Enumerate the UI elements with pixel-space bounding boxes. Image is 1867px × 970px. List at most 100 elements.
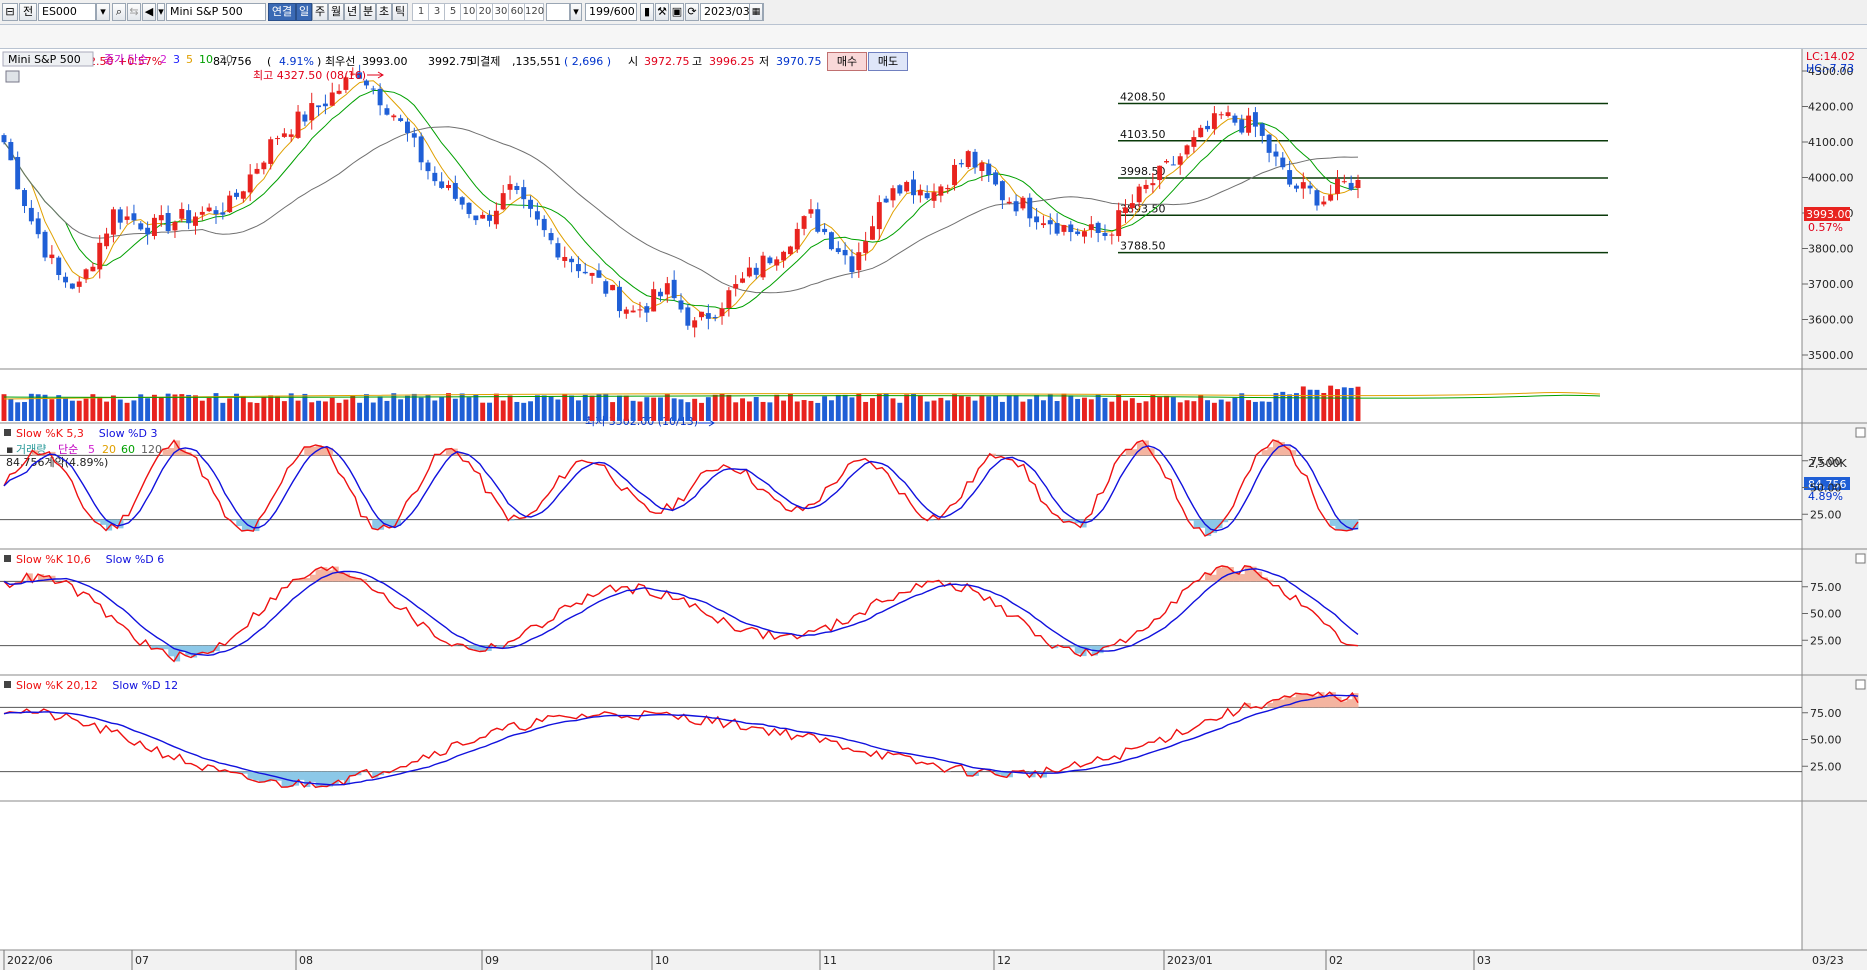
oversold-fill: [111, 519, 118, 525]
window-menu-icon[interactable]: ⊟: [2, 3, 18, 21]
overbought-fill: [451, 448, 458, 456]
current-price-tag-text: 3993.00: [1806, 208, 1852, 221]
x-axis-label: 12: [997, 954, 1011, 967]
period-button-month[interactable]: 월: [328, 3, 344, 21]
candle: [384, 108, 390, 115]
date-input[interactable]: 2023/03/23: [700, 3, 764, 21]
oversold-fill: [1069, 519, 1076, 522]
volume-bar: [979, 395, 985, 421]
candle: [452, 183, 458, 199]
candle: [234, 192, 239, 197]
volume-bar: [288, 393, 294, 421]
volume-bar: [767, 402, 773, 421]
period-button-second[interactable]: 초: [376, 3, 392, 21]
volume-bar: [507, 395, 513, 421]
period-button-continuous[interactable]: 연결: [268, 3, 296, 21]
symbol-code-input[interactable]: ES000: [38, 3, 96, 21]
candle: [808, 209, 814, 214]
candle: [575, 264, 581, 272]
volume-panel-menu-icon[interactable]: ▪: [6, 443, 13, 456]
interval-button-120[interactable]: 120: [524, 3, 544, 21]
x-axis-label: 10: [655, 954, 669, 967]
buy-button[interactable]: 매수: [827, 52, 867, 71]
volume-bar: [514, 401, 520, 421]
candle: [637, 309, 643, 311]
chart-settings-icon[interactable]: ⚒: [655, 3, 669, 21]
overbought-fill: [1222, 565, 1229, 582]
refresh-icon[interactable]: ⟳: [685, 3, 699, 21]
overbought-fill: [1346, 699, 1353, 708]
period-button-week[interactable]: 주: [312, 3, 328, 21]
candle: [172, 221, 178, 231]
candle: [1027, 197, 1033, 219]
current-price-tag: [1804, 207, 1850, 221]
sell-button[interactable]: 매도: [868, 52, 908, 71]
candle: [1314, 190, 1320, 206]
candle: [193, 216, 198, 226]
oversold-fill: [156, 645, 164, 649]
overbought-fill: [1233, 571, 1240, 582]
volume-bar: [247, 402, 253, 421]
period-button-minute[interactable]: 분: [360, 3, 376, 21]
candle: [849, 256, 855, 272]
candle: [596, 270, 602, 278]
interval-button-10[interactable]: 10: [460, 3, 478, 21]
symbol-dropdown-icon[interactable]: ▾: [96, 3, 110, 21]
data-count-field[interactable]: 199/600: [585, 3, 637, 21]
candle: [158, 215, 164, 221]
candle: [897, 185, 903, 194]
price-panel-title-box[interactable]: [2, 51, 94, 67]
candle: [671, 279, 677, 299]
volume-bar: [1109, 401, 1115, 421]
volume-bar: [658, 397, 663, 421]
oversold-fill: [162, 645, 169, 650]
overbought-fill: [338, 572, 345, 582]
volume-bar: [1355, 386, 1361, 421]
period-button-day[interactable]: 일: [296, 3, 312, 21]
sound-icon[interactable]: ◀: [142, 3, 156, 21]
candle: [76, 281, 82, 287]
volume-bar: [336, 402, 342, 421]
candle: [199, 211, 205, 215]
interval-button-60[interactable]: 60: [508, 3, 526, 21]
candle: [473, 215, 479, 221]
volume-pct-tag: 4.89%: [1808, 490, 1843, 503]
volume-bar: [76, 400, 82, 421]
overbought-fill: [349, 576, 356, 582]
oversold-fill: [1040, 771, 1047, 778]
volume-bar: [671, 398, 677, 421]
home-button[interactable]: 전: [19, 3, 37, 21]
overbought-fill: [1329, 692, 1336, 708]
x-axis-label: 11: [823, 954, 837, 967]
candle: [370, 88, 376, 90]
candle: [110, 209, 116, 235]
sound-dropdown-icon[interactable]: ▾: [157, 3, 165, 21]
overbought-fill: [1295, 693, 1302, 708]
candle: [1232, 115, 1238, 123]
link-icon[interactable]: ⇆: [127, 3, 141, 21]
candle: [1116, 210, 1122, 237]
interval-dropdown-icon[interactable]: ▾: [570, 3, 582, 21]
candle: [138, 223, 144, 230]
calendar-icon[interactable]: ▦: [749, 3, 763, 21]
candle: [418, 136, 424, 163]
symbol-search-icon[interactable]: ⌕: [112, 3, 126, 21]
candle: [972, 151, 978, 168]
candle: [220, 212, 226, 215]
period-button-tick[interactable]: 틱: [392, 3, 408, 21]
oversold-fill: [241, 771, 249, 774]
candle: [1198, 127, 1204, 138]
save-icon[interactable]: ▣: [670, 3, 684, 21]
candle: [856, 252, 862, 271]
volume-bar: [193, 395, 198, 421]
candle: [275, 138, 280, 140]
candle-type-icon[interactable]: ▮: [640, 3, 654, 21]
oversold-fill: [995, 771, 1002, 775]
custom-interval-input[interactable]: [546, 3, 570, 21]
volume-bar: [1143, 401, 1149, 421]
candle: [1068, 224, 1074, 233]
panel-menu-icon[interactable]: [5, 70, 20, 83]
period-button-year[interactable]: 년: [344, 3, 360, 21]
overbought-fill: [1267, 447, 1274, 456]
